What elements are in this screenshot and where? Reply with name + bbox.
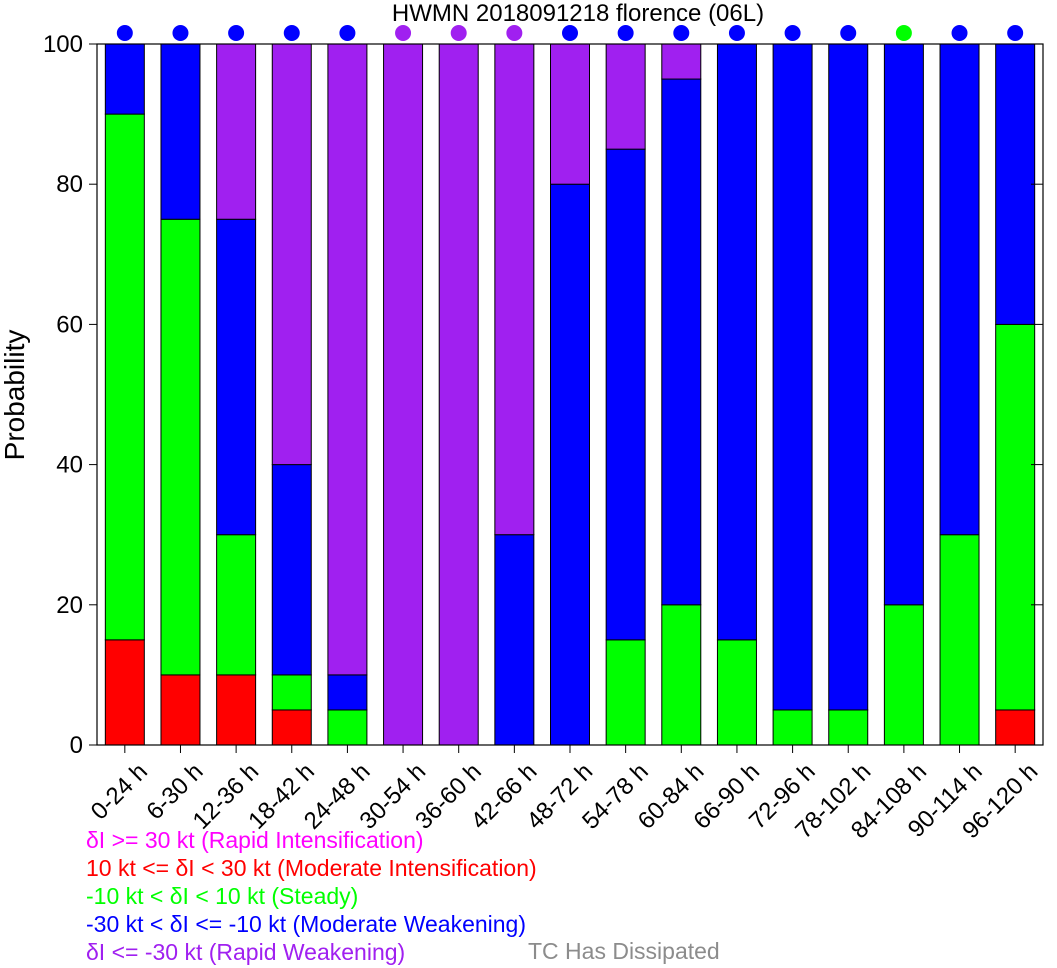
- bar-segment: [160, 674, 201, 746]
- y-tick-label: 80: [56, 171, 83, 198]
- top-marker: [339, 25, 356, 41]
- top-marker: [116, 25, 133, 41]
- x-tick-label: 0-24 h: [86, 758, 153, 825]
- bar-segment: [438, 43, 479, 746]
- y-axis-label: Probability: [0, 330, 30, 461]
- top-marker: [728, 25, 745, 41]
- bar-segment: [828, 43, 869, 711]
- bar-segment: [216, 534, 257, 676]
- bar-segment: [494, 43, 535, 536]
- bar-segment: [939, 43, 980, 536]
- bar-segment: [661, 43, 702, 80]
- bar-segment: [995, 323, 1036, 711]
- top-marker: [562, 25, 578, 41]
- bar-segment: [661, 78, 702, 606]
- top-marker: [395, 25, 412, 41]
- bar-segment: [271, 674, 312, 711]
- bar-segment: [104, 113, 145, 641]
- bar-segment: [494, 534, 535, 746]
- y-tick-labels: 0 20 40 60 80 100: [43, 31, 83, 759]
- bar-segment: [828, 709, 869, 746]
- bar-segment: [271, 464, 312, 676]
- bar-segment: [383, 43, 424, 746]
- bar-segment: [939, 534, 980, 746]
- bar-segment: [995, 43, 1036, 325]
- bar-segment: [160, 43, 201, 220]
- bar-segment: [883, 604, 924, 746]
- y-tick-label: 100: [43, 31, 83, 58]
- bar-segment: [216, 674, 257, 746]
- plot-frame: [96, 43, 1044, 746]
- bar-segment: [716, 639, 757, 746]
- legend-item-moderate-intensification: 10 kt <= δI < 30 kt (Moderate Intensific…: [86, 855, 537, 881]
- bar-segment: [995, 709, 1036, 746]
- bar-segment: [327, 709, 368, 746]
- bar-segment: [716, 43, 757, 641]
- legend: δI >= 30 kt (Rapid Intensification) 10 k…: [86, 826, 537, 966]
- chart-title: HWMN 2018091218 florence (06L): [392, 0, 764, 27]
- legend-item-moderate-weakening: -30 kt < δI <= -10 kt (Moderate Weakenin…: [86, 911, 527, 937]
- bar-segment: [104, 639, 145, 746]
- top-marker: [450, 25, 467, 41]
- bar-segment: [605, 639, 646, 746]
- bar-segment: [883, 43, 924, 606]
- bar-segment: [271, 43, 312, 466]
- bar-segment: [605, 148, 646, 641]
- top-marker: [228, 25, 245, 41]
- bar-segment: [160, 218, 201, 676]
- bar-segment: [327, 43, 368, 676]
- y-tick-label: 60: [56, 311, 83, 338]
- bar-segment: [550, 183, 590, 746]
- bar-segment: [104, 43, 145, 115]
- bar-segment: [550, 43, 590, 185]
- top-marker: [617, 25, 634, 41]
- top-marker: [1007, 25, 1024, 41]
- bar-segment: [772, 43, 813, 711]
- y-tick-label: 0: [70, 732, 83, 759]
- bar-segment: [327, 674, 368, 711]
- y-tick-label: 20: [56, 592, 83, 619]
- top-marker: [172, 25, 189, 41]
- bar-segment: [772, 709, 813, 746]
- top-marker: [673, 25, 690, 41]
- top-marker: [840, 25, 857, 41]
- bar-segment: [271, 709, 312, 746]
- legend-item-dissipated: TC Has Dissipated: [528, 938, 720, 964]
- top-marker: [506, 25, 523, 41]
- bar-segment: [216, 43, 257, 220]
- bars-group: [104, 43, 1036, 746]
- bar-segment: [605, 43, 646, 150]
- legend-item-rapid-intensification: δI >= 30 kt (Rapid Intensification): [86, 827, 424, 853]
- top-marker: [784, 25, 801, 41]
- top-marker: [951, 25, 968, 41]
- top-markers-group: [116, 25, 1024, 41]
- legend-item-rapid-weakening: δI <= -30 kt (Rapid Weakening): [86, 939, 406, 965]
- axes-group: [89, 43, 1044, 753]
- bar-segment: [661, 604, 702, 746]
- legend-item-steady: -10 kt < δI < 10 kt (Steady): [86, 883, 359, 909]
- bar-segment: [216, 218, 257, 536]
- top-marker: [283, 25, 300, 41]
- top-marker: [895, 25, 912, 41]
- y-tick-label: 40: [56, 452, 83, 479]
